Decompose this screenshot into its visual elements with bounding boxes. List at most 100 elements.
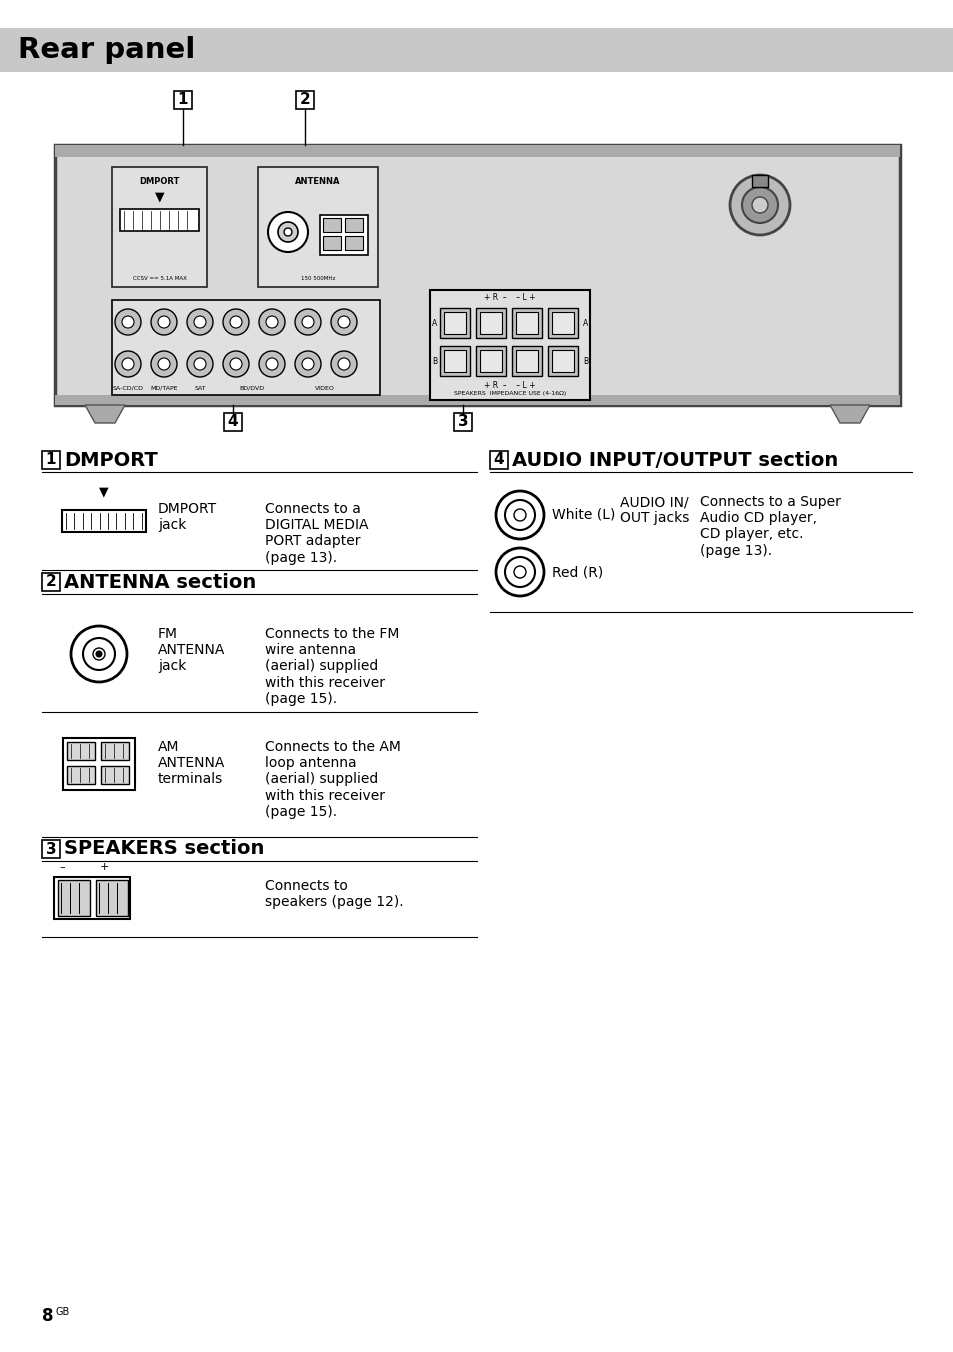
Bar bbox=[0, 28, 953, 72]
Circle shape bbox=[751, 197, 767, 214]
Text: 3: 3 bbox=[46, 841, 56, 857]
Circle shape bbox=[514, 508, 525, 521]
Text: 1: 1 bbox=[46, 453, 56, 468]
Bar bbox=[430, 289, 589, 400]
Text: Connects to a
DIGITAL MEDIA
PORT adapter
(page 13).: Connects to a DIGITAL MEDIA PORT adapter… bbox=[265, 502, 368, 565]
Circle shape bbox=[187, 352, 213, 377]
Circle shape bbox=[187, 310, 213, 335]
Circle shape bbox=[266, 316, 277, 329]
Bar bbox=[345, 218, 363, 233]
Polygon shape bbox=[829, 406, 869, 423]
Circle shape bbox=[193, 358, 206, 370]
Circle shape bbox=[741, 187, 778, 223]
Circle shape bbox=[277, 222, 297, 242]
Text: DMPORT: DMPORT bbox=[139, 177, 179, 187]
Circle shape bbox=[151, 310, 177, 335]
Bar bbox=[96, 880, 128, 917]
Bar bbox=[101, 742, 129, 760]
Bar bbox=[55, 145, 899, 157]
Circle shape bbox=[337, 316, 350, 329]
Bar bbox=[479, 312, 501, 334]
Circle shape bbox=[294, 352, 320, 377]
Text: B: B bbox=[582, 357, 587, 366]
Bar bbox=[67, 742, 95, 760]
Text: B: B bbox=[432, 357, 436, 366]
Text: A: A bbox=[582, 319, 587, 329]
Circle shape bbox=[258, 310, 285, 335]
Circle shape bbox=[223, 310, 249, 335]
Circle shape bbox=[729, 174, 789, 235]
Bar bbox=[323, 218, 340, 233]
Text: SPEAKERS  IMPEDANCE USE (4-16Ω): SPEAKERS IMPEDANCE USE (4-16Ω) bbox=[454, 392, 565, 396]
Text: MD/TAPE: MD/TAPE bbox=[150, 387, 177, 391]
Text: 1: 1 bbox=[177, 92, 188, 108]
Bar bbox=[552, 350, 574, 372]
Text: ANTENNA section: ANTENNA section bbox=[64, 572, 256, 592]
Circle shape bbox=[122, 316, 133, 329]
Text: AUDIO IN/
OUT jacks: AUDIO IN/ OUT jacks bbox=[619, 495, 689, 525]
Bar bbox=[454, 412, 472, 431]
Bar bbox=[257, 168, 377, 287]
Text: 2: 2 bbox=[299, 92, 310, 108]
Text: 4: 4 bbox=[493, 453, 504, 468]
Text: + R  –    – L +: + R – – L + bbox=[484, 381, 536, 391]
Bar bbox=[490, 452, 507, 469]
Text: SAT: SAT bbox=[194, 387, 206, 391]
Text: FM
ANTENNA
jack: FM ANTENNA jack bbox=[158, 627, 225, 673]
Bar bbox=[439, 308, 470, 338]
Circle shape bbox=[92, 648, 105, 660]
Text: +: + bbox=[99, 863, 109, 872]
Text: 2: 2 bbox=[46, 575, 56, 589]
Text: Connects to
speakers (page 12).: Connects to speakers (page 12). bbox=[265, 879, 403, 909]
Text: White (L): White (L) bbox=[552, 508, 615, 522]
Bar bbox=[54, 877, 130, 919]
Text: CCSV == 5.1A MAX: CCSV == 5.1A MAX bbox=[132, 277, 186, 281]
Text: Rear panel: Rear panel bbox=[18, 37, 195, 64]
Bar bbox=[67, 767, 95, 784]
Text: ▼: ▼ bbox=[154, 191, 164, 204]
Circle shape bbox=[223, 352, 249, 377]
Text: Connects to the FM
wire antenna
(aerial) supplied
with this receiver
(page 15).: Connects to the FM wire antenna (aerial)… bbox=[265, 627, 399, 706]
Bar bbox=[512, 346, 541, 376]
Bar bbox=[55, 395, 899, 406]
Circle shape bbox=[504, 500, 535, 530]
Circle shape bbox=[71, 626, 127, 681]
Circle shape bbox=[302, 316, 314, 329]
Bar bbox=[42, 573, 60, 591]
Text: DMPORT: DMPORT bbox=[64, 450, 157, 469]
Polygon shape bbox=[85, 406, 125, 423]
Bar bbox=[120, 210, 199, 231]
Circle shape bbox=[115, 352, 141, 377]
Circle shape bbox=[158, 358, 170, 370]
Bar bbox=[512, 308, 541, 338]
Text: SPEAKERS section: SPEAKERS section bbox=[64, 840, 264, 859]
Text: + R  –    – L +: + R – – L + bbox=[484, 292, 536, 301]
Bar bbox=[42, 840, 60, 859]
Circle shape bbox=[496, 548, 543, 596]
Bar bbox=[345, 237, 363, 250]
Circle shape bbox=[151, 352, 177, 377]
Circle shape bbox=[504, 557, 535, 587]
Circle shape bbox=[514, 566, 525, 579]
Bar bbox=[63, 738, 135, 790]
Bar bbox=[516, 350, 537, 372]
Text: 8: 8 bbox=[42, 1307, 53, 1325]
Circle shape bbox=[158, 316, 170, 329]
Circle shape bbox=[258, 352, 285, 377]
Bar bbox=[443, 312, 465, 334]
Circle shape bbox=[193, 316, 206, 329]
Text: SA-CD/CD: SA-CD/CD bbox=[112, 387, 143, 391]
Circle shape bbox=[96, 652, 102, 657]
Bar bbox=[547, 308, 578, 338]
Circle shape bbox=[284, 228, 292, 237]
Text: 150 500MHz: 150 500MHz bbox=[300, 277, 335, 281]
Circle shape bbox=[337, 358, 350, 370]
Bar bbox=[552, 312, 574, 334]
Text: VIDEO: VIDEO bbox=[314, 387, 335, 391]
Bar bbox=[112, 300, 379, 395]
Text: GB: GB bbox=[56, 1307, 71, 1317]
Bar bbox=[55, 145, 899, 406]
Circle shape bbox=[496, 491, 543, 539]
Circle shape bbox=[83, 638, 115, 671]
Circle shape bbox=[294, 310, 320, 335]
